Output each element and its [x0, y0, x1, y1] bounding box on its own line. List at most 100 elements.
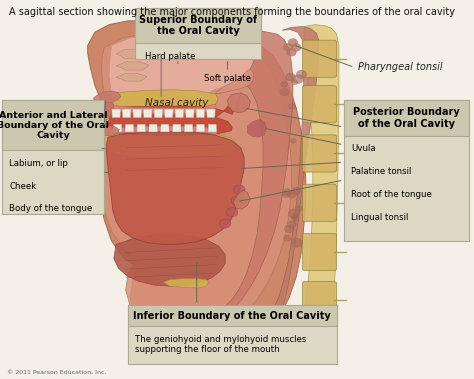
Text: Inferior Boundary of the Oral Cavity: Inferior Boundary of the Oral Cavity [133, 311, 331, 321]
Polygon shape [217, 30, 293, 318]
FancyBboxPatch shape [302, 233, 337, 271]
Polygon shape [228, 93, 250, 113]
Circle shape [283, 189, 291, 196]
Circle shape [292, 44, 301, 51]
Text: Posterior Boundary
of the Oral Cavity: Posterior Boundary of the Oral Cavity [353, 108, 460, 129]
Polygon shape [137, 124, 146, 132]
Polygon shape [113, 104, 216, 114]
Circle shape [287, 49, 296, 56]
Polygon shape [207, 109, 215, 117]
Polygon shape [116, 49, 145, 59]
Text: © 2011 Pearson Education, Inc.: © 2011 Pearson Education, Inc. [7, 370, 107, 374]
Text: Lingual tonsil: Lingual tonsil [351, 213, 408, 222]
Circle shape [292, 213, 298, 218]
Polygon shape [113, 124, 122, 132]
Circle shape [292, 216, 298, 221]
Polygon shape [108, 93, 241, 135]
Polygon shape [88, 21, 306, 348]
Polygon shape [109, 34, 254, 102]
Polygon shape [122, 109, 131, 117]
Text: Root of the tongue: Root of the tongue [351, 190, 432, 199]
Circle shape [284, 225, 294, 233]
Polygon shape [175, 109, 183, 117]
Polygon shape [196, 124, 205, 132]
Polygon shape [103, 132, 237, 158]
Text: Uvula: Uvula [351, 144, 375, 153]
Polygon shape [149, 124, 157, 132]
Polygon shape [255, 27, 319, 335]
Polygon shape [233, 190, 250, 209]
Circle shape [292, 187, 301, 194]
Circle shape [288, 209, 300, 218]
Polygon shape [154, 109, 163, 117]
Circle shape [227, 208, 238, 217]
Polygon shape [114, 234, 225, 286]
Polygon shape [116, 74, 147, 81]
Circle shape [283, 235, 291, 241]
Text: Body of the tongue: Body of the tongue [9, 204, 93, 213]
Polygon shape [186, 109, 194, 117]
FancyBboxPatch shape [128, 305, 337, 364]
Text: Superior Boundary of
the Oral Cavity: Superior Boundary of the Oral Cavity [139, 15, 257, 36]
Polygon shape [133, 109, 141, 117]
Circle shape [280, 88, 289, 96]
Polygon shape [112, 109, 120, 117]
Circle shape [293, 75, 303, 83]
FancyBboxPatch shape [344, 100, 469, 241]
FancyBboxPatch shape [344, 100, 469, 136]
Circle shape [296, 70, 307, 78]
Text: A sagittal section showing the major components forming the boundaries of the or: A sagittal section showing the major com… [9, 7, 456, 17]
Text: Pharyngeal tonsil: Pharyngeal tonsil [358, 63, 443, 72]
Polygon shape [164, 109, 173, 117]
Polygon shape [196, 109, 205, 117]
Circle shape [231, 196, 243, 205]
Polygon shape [164, 279, 209, 288]
Text: The geniohyoid and mylohyoid muscles
supporting the floor of the mouth: The geniohyoid and mylohyoid muscles sup… [135, 335, 307, 354]
Text: Cheek: Cheek [9, 182, 36, 191]
FancyBboxPatch shape [302, 184, 337, 221]
Polygon shape [95, 126, 119, 136]
Polygon shape [184, 124, 193, 132]
FancyBboxPatch shape [2, 100, 104, 150]
Text: Hard palate: Hard palate [145, 52, 195, 61]
Circle shape [282, 191, 290, 197]
Polygon shape [95, 96, 114, 122]
Polygon shape [116, 62, 149, 70]
Circle shape [288, 39, 298, 46]
FancyBboxPatch shape [2, 100, 104, 214]
Text: Labium, or lip: Labium, or lip [9, 159, 68, 168]
Circle shape [288, 221, 296, 228]
Text: Anterior and Lateral
Boundary of the Oral
Cavity: Anterior and Lateral Boundary of the Ora… [0, 111, 109, 140]
Polygon shape [102, 32, 292, 335]
Polygon shape [247, 119, 266, 137]
Polygon shape [111, 126, 217, 135]
Circle shape [289, 104, 295, 109]
Circle shape [281, 81, 288, 87]
Polygon shape [93, 91, 121, 103]
FancyBboxPatch shape [302, 40, 337, 77]
Circle shape [292, 238, 302, 247]
Polygon shape [173, 124, 181, 132]
Polygon shape [216, 69, 254, 94]
FancyBboxPatch shape [135, 8, 261, 59]
FancyBboxPatch shape [302, 282, 337, 319]
Polygon shape [125, 124, 134, 132]
Polygon shape [110, 90, 218, 108]
FancyBboxPatch shape [128, 305, 337, 326]
Text: Soft palate: Soft palate [204, 74, 251, 83]
Circle shape [296, 206, 302, 211]
FancyBboxPatch shape [302, 135, 337, 172]
Circle shape [286, 73, 295, 81]
Circle shape [283, 44, 293, 51]
Circle shape [292, 80, 298, 85]
Circle shape [287, 191, 296, 198]
Text: Nasal cavity: Nasal cavity [145, 98, 208, 108]
Polygon shape [208, 124, 217, 132]
Polygon shape [161, 124, 169, 132]
Text: Palatine tonsil: Palatine tonsil [351, 167, 411, 176]
Circle shape [219, 219, 231, 228]
Circle shape [234, 185, 245, 194]
FancyBboxPatch shape [135, 8, 261, 43]
Polygon shape [301, 25, 339, 348]
Polygon shape [144, 109, 152, 117]
